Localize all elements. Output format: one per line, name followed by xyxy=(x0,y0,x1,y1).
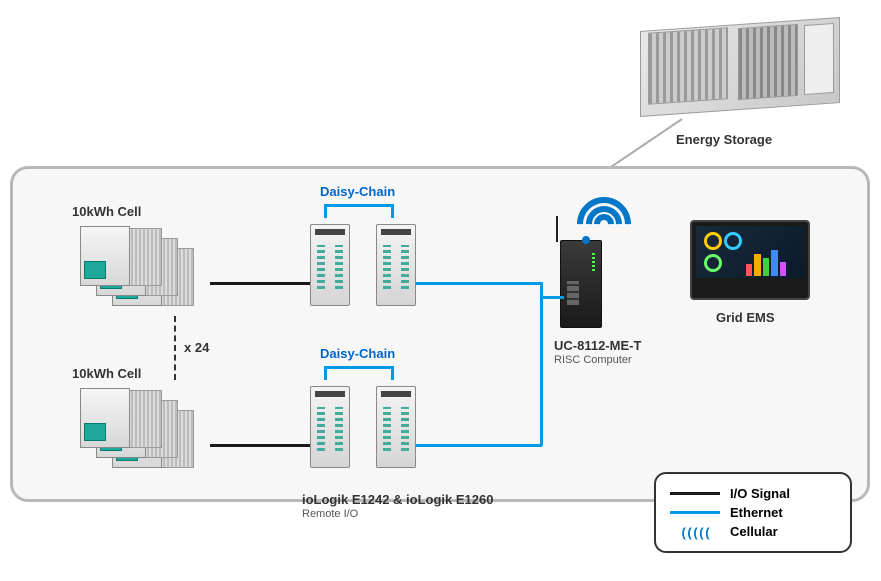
callout-line xyxy=(607,118,682,170)
ethernet-line-3 xyxy=(540,296,564,299)
legend-label-1: Ethernet xyxy=(730,505,783,520)
io-module-1-0 xyxy=(310,386,350,468)
legend: I/O Signal Ethernet ( ( ( ( ( Cellular xyxy=(654,472,852,553)
cell-label-1: 10kWh Cell xyxy=(72,366,141,381)
io-signal-line-0 xyxy=(210,282,310,285)
cell-label-0: 10kWh Cell xyxy=(72,204,141,219)
daisy-bracket-1 xyxy=(324,366,394,380)
daisy-bracket-0 xyxy=(324,204,394,218)
x24-dashed-line xyxy=(174,316,176,380)
daisy-label-0: Daisy-Chain xyxy=(320,184,395,199)
legend-row-1: Ethernet xyxy=(670,505,836,520)
cellular-dot xyxy=(582,236,590,244)
io-subtitle: Remote I/O xyxy=(302,508,358,520)
cellular-icon: ( ( ( ( ( xyxy=(670,525,720,539)
legend-label-0: I/O Signal xyxy=(730,486,790,501)
battery-cell-1 xyxy=(80,382,220,482)
io-title: ioLogik E1242 & ioLogik E1260 xyxy=(302,492,493,507)
energy-storage-label: Energy Storage xyxy=(676,132,772,147)
battery-cell-0 xyxy=(80,220,220,320)
risc-title: UC-8112-ME-T xyxy=(554,338,641,353)
daisy-label-1: Daisy-Chain xyxy=(320,346,395,361)
ethernet-line-2 xyxy=(416,444,542,447)
io-module-1-1 xyxy=(376,386,416,468)
ethernet-line-1 xyxy=(540,282,543,446)
grid-ems-display xyxy=(690,220,810,300)
io-signal-line-1 xyxy=(210,444,310,447)
legend-swatch-1 xyxy=(670,511,720,514)
legend-swatch-0 xyxy=(670,492,720,495)
risc-computer xyxy=(560,240,602,328)
risc-antenna xyxy=(556,216,558,242)
io-module-0-1 xyxy=(376,224,416,306)
ethernet-line-0 xyxy=(416,282,542,285)
legend-row-2: ( ( ( ( ( Cellular xyxy=(670,524,836,539)
energy-storage-container xyxy=(640,12,850,117)
grid-ems-label: Grid EMS xyxy=(716,310,775,325)
legend-label-2: Cellular xyxy=(730,524,778,539)
risc-subtitle: RISC Computer xyxy=(554,354,632,366)
legend-row-0: I/O Signal xyxy=(670,486,836,501)
io-module-0-0 xyxy=(310,224,350,306)
x24-label: x 24 xyxy=(184,340,209,355)
